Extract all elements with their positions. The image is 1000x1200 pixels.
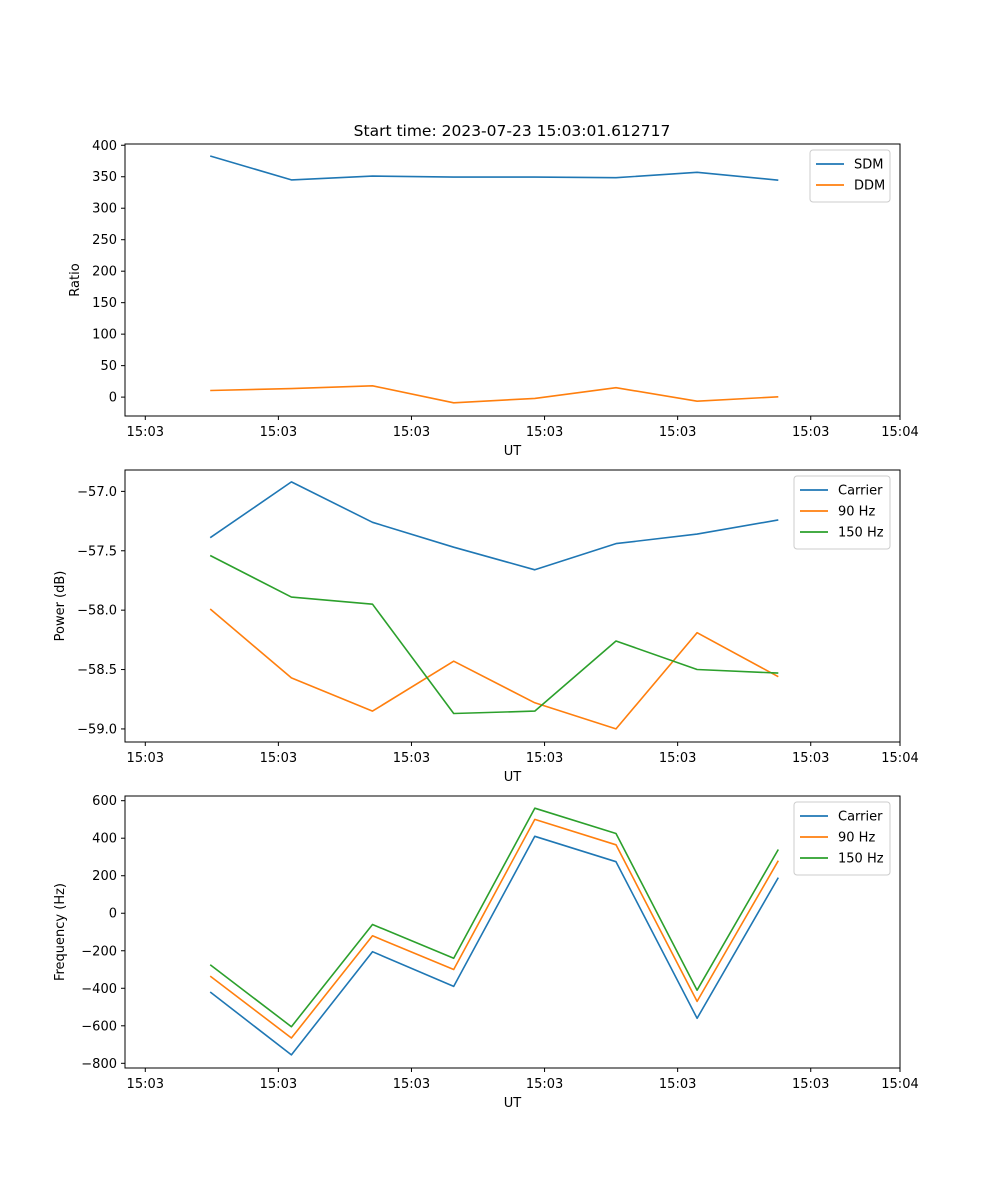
x-tick-label: 15:03 (127, 1077, 164, 1092)
chart-panel-1: 15:03 15:03 15:03 15:03 15:03 15:03 15:04 0 50 10… (68, 139, 919, 459)
plot-frame (124, 143, 901, 417)
legend-box (809, 149, 891, 203)
x-tick-label: 15:03 (260, 1077, 297, 1092)
legend-entry-ddm: DDM (854, 179, 885, 194)
legend-entry-150-hz: 150 Hz (838, 526, 884, 541)
y-tick-label: −800 (81, 1057, 117, 1072)
y-tick-label: 300 (92, 202, 117, 217)
x-tick-label: 15:03 (792, 1077, 829, 1092)
y-tick-label: 600 (92, 794, 117, 809)
x-axis-label: UT (504, 444, 522, 459)
x-tick-label: 15:03 (260, 425, 297, 440)
x-tick-label: 15:04 (881, 751, 918, 766)
x-tick-label: 15:03 (526, 1077, 563, 1092)
y-tick-label: −59.0 (77, 722, 117, 737)
x-tick-label: 15:03 (260, 751, 297, 766)
series-line-carrier (209, 481, 779, 571)
plot-frame (124, 469, 901, 743)
y-tick-label: 0 (109, 391, 117, 406)
x-tick-label: 15:03 (659, 425, 696, 440)
y-tick-label: 350 (92, 170, 117, 185)
x-tick-label: 15:03 (127, 751, 164, 766)
x-tick-label: 15:04 (881, 1077, 918, 1092)
legend: SDM DDM (809, 149, 891, 203)
y-tick-label: −600 (81, 1019, 117, 1034)
y-tick-label: −400 (81, 982, 117, 997)
legend-entry-sdm: SDM (854, 158, 883, 173)
x-tick-label: 15:03 (659, 751, 696, 766)
x-tick-label: 15:03 (127, 425, 164, 440)
x-axis-label: UT (504, 770, 522, 785)
x-tick-label: 15:03 (792, 751, 829, 766)
plot-frame (124, 795, 901, 1069)
y-tick-label: 200 (92, 265, 117, 280)
series-line-sdm (209, 155, 779, 181)
y-tick-label: 150 (92, 296, 117, 311)
figure-title: Start time: 2023-07-23 15:03:01.612717 (354, 122, 671, 140)
legend-entry-carrier: Carrier (838, 810, 883, 825)
y-axis-label: Frequency (Hz) (53, 883, 68, 981)
y-tick-label: 0 (109, 907, 117, 922)
y-tick-label: 50 (100, 359, 117, 374)
y-tick-label: −58.0 (77, 604, 117, 619)
series-line-90-hz (209, 818, 779, 1039)
chart-panel-2: 15:03 15:03 15:03 15:03 15:03 15:03 15:04 −59.0… (53, 469, 919, 785)
y-tick-label: −57.5 (77, 544, 117, 559)
series-line-150-hz (209, 554, 779, 715)
y-tick-label: 100 (92, 328, 117, 343)
legend-entry-90-hz: 90 Hz (838, 831, 875, 846)
y-tick-label: 400 (92, 139, 117, 154)
y-tick-label: 250 (92, 233, 117, 248)
y-tick-label: 400 (92, 832, 117, 847)
legend-entry-90-hz: 90 Hz (838, 505, 875, 520)
series-line-ddm (210, 384, 779, 404)
chart-panel-3: 15:03 15:03 15:03 15:03 15:03 15:03 15:04 −800 −… (53, 794, 919, 1111)
legend-entry-150-hz: 150 Hz (838, 852, 884, 867)
x-tick-label: 15:03 (659, 1077, 696, 1092)
x-tick-label: 15:03 (393, 425, 430, 440)
y-axis-label: Power (dB) (53, 571, 68, 642)
x-axis-label: UT (504, 1096, 522, 1111)
x-tick-label: 15:03 (526, 751, 563, 766)
legend-entry-carrier: Carrier (838, 484, 883, 499)
x-tick-label: 15:03 (393, 1077, 430, 1092)
y-tick-label: −58.5 (77, 663, 117, 678)
legend: Carrier 90 Hz 150 Hz (793, 801, 891, 876)
legend-box (793, 801, 891, 876)
series-line-carrier (209, 835, 779, 1056)
x-tick-label: 15:03 (526, 425, 563, 440)
legend: Carrier 90 Hz 150 Hz (793, 475, 891, 550)
y-tick-label: 200 (92, 869, 117, 884)
x-tick-label: 15:03 (393, 751, 430, 766)
x-tick-label: 15:03 (792, 425, 829, 440)
legend-box (793, 475, 891, 550)
series-line-150-hz (209, 807, 779, 1028)
series-line-90-hz (209, 608, 779, 730)
y-tick-label: −57.0 (77, 485, 117, 500)
chart-panels: 15:03 15:03 15:03 15:03 15:03 15:03 15:04 0 50 10… (53, 139, 919, 1111)
x-tick-label: 15:04 (881, 425, 918, 440)
y-tick-label: −200 (81, 944, 117, 959)
y-axis-label: Ratio (68, 263, 83, 296)
